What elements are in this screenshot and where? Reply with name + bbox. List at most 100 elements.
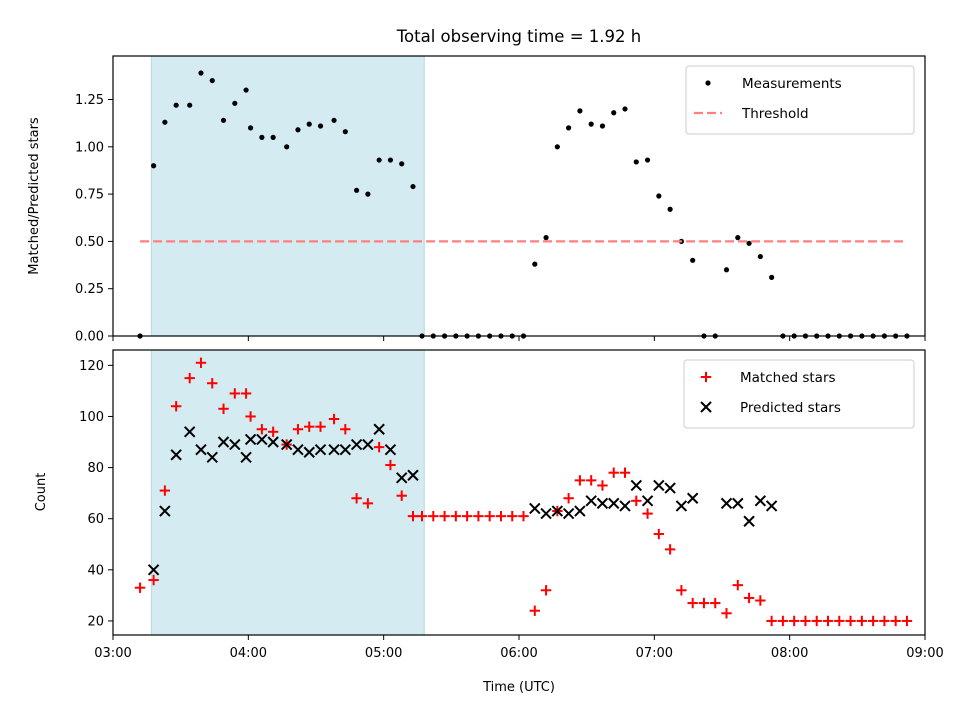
figure-title: Total observing time = 1.92 h bbox=[396, 27, 641, 46]
y-tick-label: 0.75 bbox=[75, 188, 104, 203]
measurement-point bbox=[577, 108, 583, 114]
measurement-point bbox=[209, 77, 215, 84]
measurement-point bbox=[387, 157, 394, 163]
y-tick-label: 1.25 bbox=[75, 93, 104, 108]
predicted-point bbox=[765, 500, 778, 512]
matched-point bbox=[879, 615, 890, 627]
predicted-point bbox=[540, 507, 552, 520]
measurement-point bbox=[247, 125, 254, 131]
matched-point bbox=[788, 615, 800, 627]
measurement-point bbox=[151, 163, 157, 169]
matched-point bbox=[461, 510, 473, 522]
measurement-point bbox=[173, 102, 179, 108]
predicted-point bbox=[244, 433, 257, 446]
y-tick-label: 0.00 bbox=[75, 330, 104, 345]
predicted-point bbox=[396, 472, 408, 484]
matched-point bbox=[240, 388, 252, 399]
matched-point bbox=[574, 475, 586, 486]
predicted-point bbox=[529, 502, 541, 515]
x-tick-label: 08:00 bbox=[771, 646, 808, 661]
matched-point bbox=[428, 510, 439, 522]
measurement-point bbox=[270, 134, 276, 140]
predicted-point bbox=[206, 451, 218, 464]
predicted-point bbox=[732, 497, 744, 510]
predicted-point bbox=[407, 469, 419, 481]
y-tick-label: 100 bbox=[79, 410, 104, 425]
matched-point bbox=[484, 510, 495, 522]
predicted-point bbox=[585, 495, 597, 507]
predicted-point bbox=[280, 438, 293, 451]
measurement-point bbox=[354, 187, 360, 193]
matched-point bbox=[890, 615, 901, 627]
measurement-point bbox=[342, 129, 348, 135]
y-tick-label: 1.00 bbox=[75, 140, 104, 155]
measurement-point bbox=[566, 125, 572, 131]
predicted-point bbox=[562, 507, 575, 520]
y-tick-label: 0.25 bbox=[75, 282, 104, 297]
measurement-point bbox=[757, 253, 763, 260]
y-tick-label: 60 bbox=[87, 512, 104, 527]
series-predicted-stars bbox=[147, 423, 778, 576]
legend-box bbox=[683, 359, 915, 429]
matched-point bbox=[834, 615, 845, 627]
measurement-point bbox=[399, 161, 405, 167]
measurement-point bbox=[162, 119, 168, 125]
predicted-point bbox=[303, 446, 315, 458]
matched-point bbox=[529, 605, 540, 616]
measurement-point bbox=[243, 87, 249, 93]
matched-point bbox=[450, 510, 462, 522]
measurement-point bbox=[622, 106, 628, 112]
matched-point bbox=[340, 424, 351, 435]
matched-point bbox=[766, 615, 777, 627]
predicted-point bbox=[630, 479, 642, 492]
predicted-point bbox=[339, 443, 352, 456]
matched-point bbox=[563, 493, 574, 504]
predicted-point bbox=[314, 443, 327, 456]
y-tick-label: 0.50 bbox=[75, 235, 104, 250]
matched-point bbox=[540, 585, 552, 596]
predicted-point bbox=[217, 436, 230, 448]
matched-point bbox=[811, 615, 822, 627]
top-y-axis-label: Matched/Predicted stars bbox=[27, 117, 42, 275]
x-tick-label: 09:00 bbox=[906, 646, 943, 661]
matched-point bbox=[315, 421, 326, 432]
matched-point bbox=[416, 510, 428, 522]
x-tick-label: 06:00 bbox=[500, 646, 537, 661]
predicted-point bbox=[195, 443, 207, 456]
predicted-point bbox=[608, 497, 620, 510]
predicted-point bbox=[653, 479, 665, 492]
matched-point bbox=[207, 378, 218, 389]
legend-marker bbox=[700, 401, 712, 413]
matched-point bbox=[721, 608, 732, 619]
predicted-point bbox=[619, 500, 631, 512]
measurement-point bbox=[331, 117, 337, 123]
matched-point bbox=[473, 510, 484, 522]
predicted-point bbox=[686, 492, 699, 504]
predicted-point bbox=[240, 451, 252, 464]
legend-label: Predicted stars bbox=[740, 400, 841, 416]
matched-point bbox=[856, 615, 868, 627]
measurement-point bbox=[554, 144, 560, 150]
measurement-point bbox=[769, 274, 775, 280]
matched-point bbox=[676, 585, 687, 596]
legend-label: Threshold bbox=[741, 106, 809, 122]
matched-point bbox=[845, 615, 856, 627]
matched-point bbox=[518, 510, 529, 522]
predicted-point bbox=[574, 505, 586, 517]
predicted-point bbox=[256, 433, 268, 446]
bottom-panel: 03:00 04:00 05:00 06:00 07:00 08:00 09:00 20 40 6… bbox=[79, 349, 944, 661]
measurement-point bbox=[644, 157, 651, 163]
x-tick-label: 04:00 bbox=[230, 646, 267, 661]
y-tick-label: 40 bbox=[87, 563, 104, 578]
measurement-point bbox=[735, 235, 741, 241]
matched-point bbox=[373, 441, 385, 453]
matched-point bbox=[304, 421, 315, 432]
matched-point bbox=[256, 424, 268, 435]
matched-point bbox=[800, 615, 811, 627]
predicted-point bbox=[328, 443, 340, 456]
measurement-point bbox=[259, 134, 265, 140]
matched-point bbox=[619, 467, 631, 478]
predicted-point bbox=[170, 449, 182, 461]
y-tick-label: 80 bbox=[87, 461, 104, 476]
predicted-point bbox=[664, 482, 676, 494]
